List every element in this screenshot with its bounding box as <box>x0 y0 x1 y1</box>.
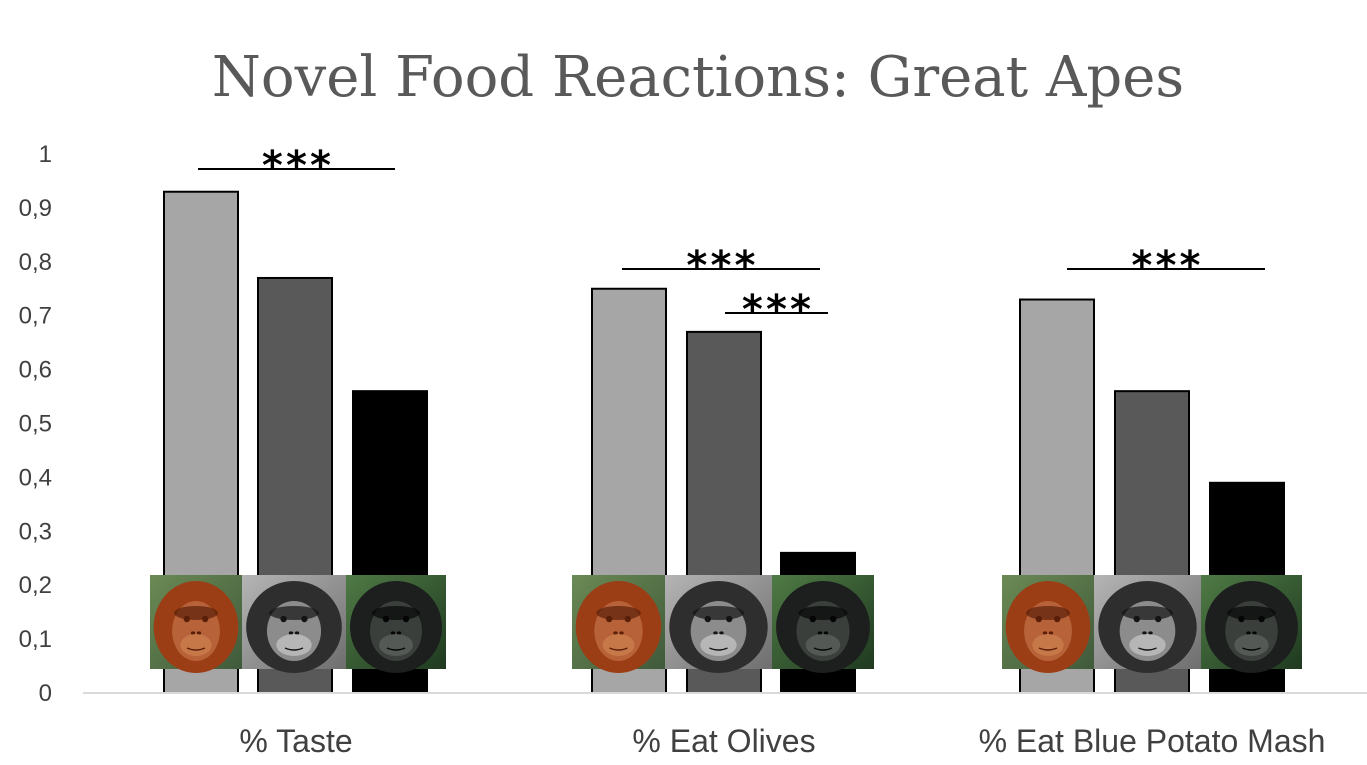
bonobo-portrait <box>1201 575 1302 673</box>
bonobo-portrait <box>772 575 874 673</box>
significance-label: *** <box>1130 243 1202 289</box>
chimpanzee-portrait <box>665 575 772 673</box>
x-category-label: % Eat Blue Potato Mash <box>979 723 1326 759</box>
y-tick-label: 0 <box>39 680 52 707</box>
y-tick-label: 0,9 <box>19 195 52 222</box>
y-tick-label: 0,6 <box>19 357 52 384</box>
y-tick-label: 0,1 <box>19 626 52 653</box>
y-tick-label: 0,4 <box>19 464 52 491</box>
x-category-label: % Eat Olives <box>632 723 815 759</box>
y-tick-label: 0,7 <box>19 303 52 330</box>
x-axis: % Taste % Eat Olives % Eat Blue Potato Mas… <box>239 723 1325 759</box>
y-tick-label: 1 <box>39 141 52 168</box>
y-axis: 0 0,1 0,2 0,3 0,4 0,5 0,6 0,7 0,8 0,9 1 <box>19 141 52 707</box>
x-category-label: % Taste <box>239 723 352 759</box>
ape-portraits <box>150 575 1302 673</box>
significance-label: *** <box>260 143 332 189</box>
significance-label: *** <box>740 287 812 333</box>
bonobo-portrait <box>346 575 446 673</box>
chart-title: Novel Food Reactions: Great Apes <box>212 45 1184 110</box>
y-tick-label: 0,8 <box>19 249 52 276</box>
significance-annotations: ************ <box>198 143 1265 333</box>
significance-label: *** <box>685 243 757 289</box>
y-tick-label: 0,5 <box>19 411 52 438</box>
orangutan-portrait <box>572 575 665 673</box>
orangutan-portrait <box>1002 575 1094 673</box>
chimpanzee-portrait <box>1094 575 1201 673</box>
y-tick-label: 0,3 <box>19 518 52 545</box>
orangutan-portrait <box>150 575 242 673</box>
y-tick-label: 0,2 <box>19 572 52 599</box>
chimpanzee-portrait <box>242 575 346 673</box>
